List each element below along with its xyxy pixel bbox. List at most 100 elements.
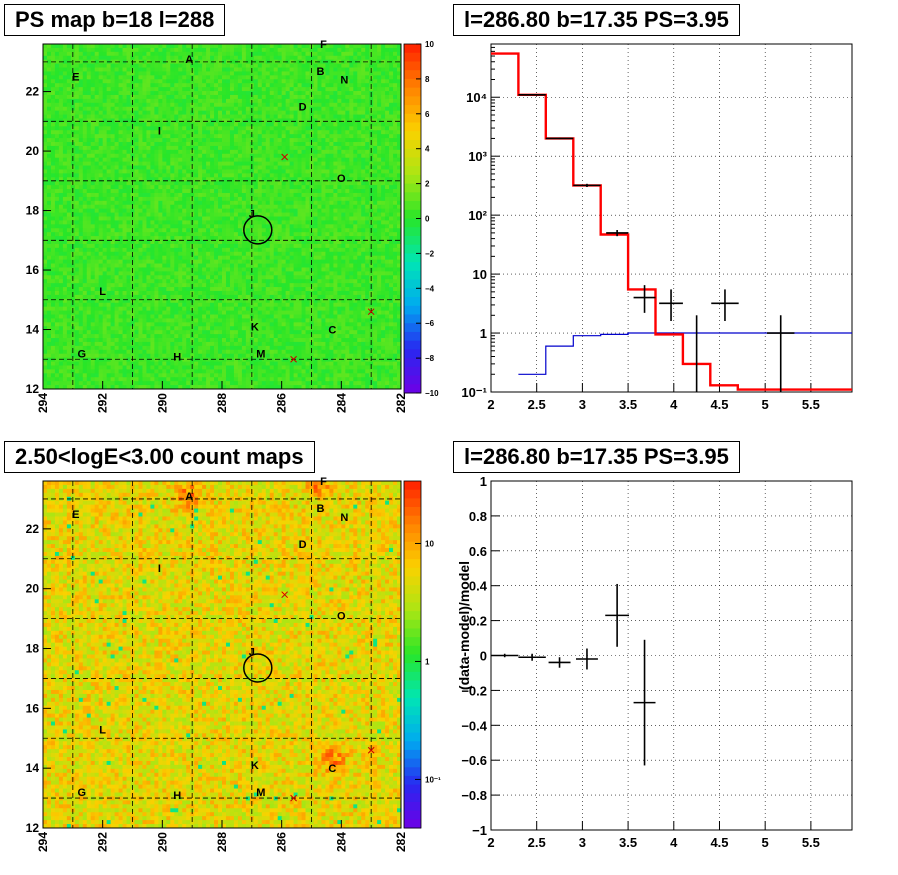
residual-data-point [605, 583, 630, 647]
ps-map-title: PS map b=18 l=288 [4, 4, 226, 36]
source-label: M [256, 787, 265, 799]
source-label: D [299, 101, 307, 113]
count-map-title: 2.50<logE<3.00 count maps [4, 441, 315, 473]
residual-data-point [518, 653, 546, 661]
count-heatmap [43, 481, 402, 829]
residual-y-axis-label: (data-model)/model [456, 561, 472, 690]
colorbar-tick-label: 0 [425, 215, 430, 224]
residual-x-tick-label: 5 [762, 835, 769, 850]
colorbar-tick-label: 10 [425, 539, 434, 548]
residual-x-tick-label: 2 [487, 835, 494, 850]
source-label: D [299, 539, 307, 551]
residual-grid [491, 481, 852, 830]
colorbar-tick-label: 2 [425, 180, 430, 189]
source-label: L [99, 724, 106, 736]
source-label: K [251, 760, 259, 772]
map-x-tick-label: 294 [36, 393, 50, 413]
colorbar-tick-label: 10 [425, 40, 434, 49]
residual-data-point [491, 653, 519, 658]
map-x-tick-label: 286 [275, 393, 289, 413]
spectrum-data-point [767, 315, 795, 392]
colorbar-tick-label: −4 [425, 284, 435, 293]
map-y-tick-label: 20 [26, 144, 40, 158]
ps-colorbar [404, 44, 421, 394]
source-label: I [158, 125, 161, 137]
selected-position-circle [243, 653, 273, 683]
spectrum-data-point [573, 183, 601, 188]
cross-marker [281, 591, 289, 599]
count-colorbar [404, 481, 421, 829]
map-x-tick-label: 284 [334, 393, 348, 413]
source-label: L [99, 286, 106, 298]
source-label: F [320, 476, 327, 488]
map-x-tick-label: 292 [96, 393, 110, 413]
source-label: K [251, 322, 259, 334]
spectrum-x-tick-label: 5 [762, 397, 769, 412]
map-y-tick-label: 12 [26, 821, 40, 835]
spectrum-x-tick-label: 4.5 [710, 397, 728, 412]
map-y-tick-label: 22 [26, 522, 40, 536]
map-y-tick-label: 12 [26, 382, 40, 396]
colorbar-tick-label: 1 [425, 657, 430, 666]
spectrum-data-point [659, 289, 683, 322]
map-y-tick-label: 22 [26, 85, 40, 99]
source-label: E [72, 72, 79, 84]
spectrum-y-tick-label: 10 [473, 267, 487, 282]
source-label: C [328, 763, 336, 775]
source-label: F [320, 39, 327, 51]
map-y-tick-label: 16 [26, 701, 40, 715]
cross-marker [367, 746, 375, 754]
residual-x-tick-label: 4.5 [710, 835, 728, 850]
spectrum-title: l=286.80 b=17.35 PS=3.95 [453, 4, 740, 36]
colorbar-tick-label: 10⁻¹ [425, 775, 441, 784]
colorbar-tick-label: −8 [425, 354, 435, 363]
source-label: H [173, 351, 181, 363]
source-label: O [337, 611, 346, 623]
map-x-tick-label: 290 [155, 832, 169, 852]
residual-x-tick-label: 4 [670, 835, 678, 850]
map-x-tick-label: 288 [215, 393, 229, 413]
spectrum-data-point [545, 137, 574, 140]
spectrum-data-point [633, 285, 656, 313]
spectrum-grid [491, 44, 852, 392]
source-label: E [72, 509, 79, 521]
spectrum-y-tick-label: 10² [468, 208, 487, 223]
spectrum-data-point [606, 229, 629, 237]
spectrum-x-tick-label: 4 [670, 397, 678, 412]
source-label: O [337, 173, 346, 185]
map-y-tick-label: 18 [26, 642, 40, 656]
map-x-tick-label: 288 [215, 832, 229, 852]
spectrum-x-tick-label: 3.5 [619, 397, 637, 412]
residual-y-tick-label: −1 [472, 823, 487, 838]
cross-marker [281, 153, 289, 161]
map-x-tick-label: 282 [394, 832, 408, 852]
map-x-tick-label: 292 [96, 832, 110, 852]
residual-data-point [633, 639, 656, 766]
colorbar-tick-label: 8 [425, 75, 430, 84]
residual-y-tick-label: −0.4 [461, 718, 487, 733]
cross-marker [367, 308, 375, 316]
map-y-tick-label: 20 [26, 582, 40, 596]
spectrum-data-point [518, 93, 546, 96]
residual-x-tick-label: 3 [579, 835, 586, 850]
source-label: B [316, 66, 324, 78]
cross-marker [290, 355, 297, 363]
spectrum-x-tick-label: 5.5 [802, 397, 820, 412]
residual-x-tick-label: 2.5 [528, 835, 546, 850]
source-label: B [316, 503, 324, 515]
spectrum-total-model-line [491, 52, 852, 391]
residual-data-point [575, 648, 598, 670]
residual-y-tick-label: 0.4 [469, 579, 488, 594]
map-x-tick-label: 294 [36, 832, 50, 852]
ps-heatmap [43, 44, 402, 390]
colorbar-tick-label: −10 [425, 389, 439, 398]
spectrum-y-tick-label: 1 [480, 326, 487, 341]
colorbar-tick-label: 6 [425, 110, 430, 119]
spectrum-y-tick-label: 10⁻¹ [461, 385, 487, 400]
source-label: C [328, 325, 336, 337]
map-y-tick-label: 16 [26, 263, 40, 277]
residual-title: l=286.80 b=17.35 PS=3.95 [453, 441, 740, 473]
source-label: I [158, 563, 161, 575]
source-label: G [78, 787, 87, 799]
